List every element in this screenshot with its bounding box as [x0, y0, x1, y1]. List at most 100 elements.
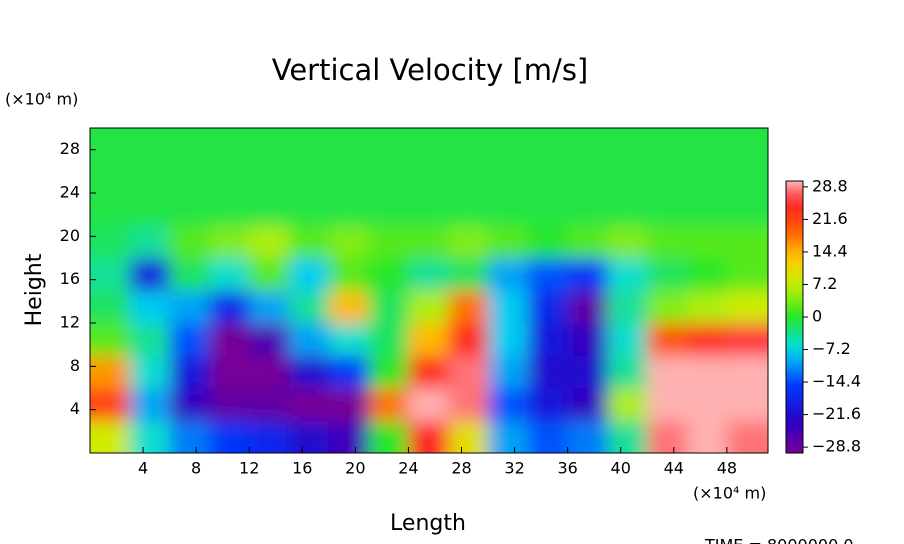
heat-cell	[527, 258, 569, 291]
heat-cell	[726, 355, 768, 389]
heat-cell	[567, 128, 608, 161]
heat-cell	[90, 193, 131, 226]
heat-cell	[289, 388, 330, 421]
heat-cell	[169, 290, 210, 324]
heat-cell	[607, 160, 648, 194]
heat-cell	[249, 420, 290, 453]
heat-cell	[129, 323, 171, 356]
heat-cell	[328, 290, 370, 324]
heat-cell	[647, 160, 688, 194]
heat-cell	[368, 258, 409, 291]
heat-cell	[408, 160, 449, 194]
heat-cell	[169, 160, 210, 194]
heat-cell	[726, 388, 768, 421]
heat-cell	[448, 388, 489, 421]
heat-cell	[647, 323, 688, 356]
heat-cell	[687, 193, 728, 226]
heat-cell	[328, 323, 370, 356]
colorbar-label: −7.2	[812, 339, 851, 358]
heat-cell	[408, 420, 449, 453]
heat-cell	[567, 388, 608, 421]
heat-cell	[328, 128, 370, 161]
y-tick-label: 4	[70, 399, 80, 418]
heat-cell	[90, 160, 131, 194]
heat-cell	[726, 290, 768, 324]
heat-cell	[289, 193, 330, 226]
heat-cell	[328, 225, 370, 259]
heat-cell	[567, 225, 608, 259]
heat-cell	[527, 160, 569, 194]
heat-cell	[408, 323, 449, 356]
heat-cell	[448, 160, 489, 194]
colorbar-label: 14.4	[812, 241, 848, 260]
heat-cell	[607, 388, 648, 421]
heat-cell	[647, 225, 688, 259]
heat-cell	[488, 420, 529, 453]
y-unit: (×10⁴ m)	[5, 90, 78, 109]
heat-cell	[448, 258, 489, 291]
y-tick-label: 16	[60, 269, 80, 288]
heat-cell	[726, 160, 768, 194]
heat-cell	[209, 128, 250, 161]
heat-cell	[726, 258, 768, 291]
heat-cell	[687, 160, 728, 194]
heat-cell	[567, 258, 608, 291]
heat-cell	[249, 355, 290, 389]
heat-cell	[527, 193, 569, 226]
heat-cell	[368, 225, 409, 259]
heat-cell	[169, 323, 210, 356]
x-tick-label: 24	[398, 459, 418, 478]
heat-cell	[567, 323, 608, 356]
heat-cell	[726, 225, 768, 259]
heat-cell	[567, 355, 608, 389]
heat-cell	[448, 290, 489, 324]
heat-cell	[289, 420, 330, 453]
heat-cell	[647, 193, 688, 226]
heat-cell	[687, 420, 728, 453]
heat-cell	[488, 225, 529, 259]
y-tick-label: 8	[70, 356, 80, 375]
plot-frame	[89, 127, 769, 454]
chart-title: Vertical Velocity [m/s]	[272, 53, 589, 87]
heat-cell	[169, 225, 210, 259]
heat-cell	[289, 258, 330, 291]
heat-cell	[169, 420, 210, 453]
heat-cell	[726, 420, 768, 453]
heat-cell	[726, 323, 768, 356]
heat-cell	[209, 290, 250, 324]
x-unit: (×10⁴ m)	[693, 484, 766, 503]
heat-cell	[488, 290, 529, 324]
heat-cell	[408, 290, 449, 324]
heat-cell	[647, 355, 688, 389]
heat-cell	[687, 355, 728, 389]
heat-cell	[368, 323, 409, 356]
heat-cell	[527, 420, 569, 453]
heat-cell	[328, 193, 370, 226]
heat-cell	[289, 160, 330, 194]
heat-cell	[408, 388, 449, 421]
heat-cell	[209, 258, 250, 291]
heat-cell	[647, 420, 688, 453]
heat-cell	[687, 225, 728, 259]
heat-cell	[488, 323, 529, 356]
x-tick-label: 32	[504, 459, 524, 478]
heat-cell	[328, 355, 370, 389]
heat-cell	[448, 355, 489, 389]
x-tick-label: 12	[239, 459, 259, 478]
heat-cell	[249, 225, 290, 259]
heat-cell	[368, 388, 409, 421]
heat-cell	[607, 355, 648, 389]
heat-cell	[488, 128, 529, 161]
heat-cell	[209, 388, 250, 421]
heat-cell	[687, 290, 728, 324]
y-tick-label: 24	[60, 183, 80, 202]
x-tick-label: 48	[717, 459, 737, 478]
heat-cell	[368, 290, 409, 324]
x-tick-label: 16	[292, 459, 312, 478]
heat-cell	[249, 128, 290, 161]
heat-cell	[408, 258, 449, 291]
heat-cell	[209, 355, 250, 389]
heat-cell	[488, 160, 529, 194]
heat-cell	[527, 323, 569, 356]
heat-cell	[567, 420, 608, 453]
